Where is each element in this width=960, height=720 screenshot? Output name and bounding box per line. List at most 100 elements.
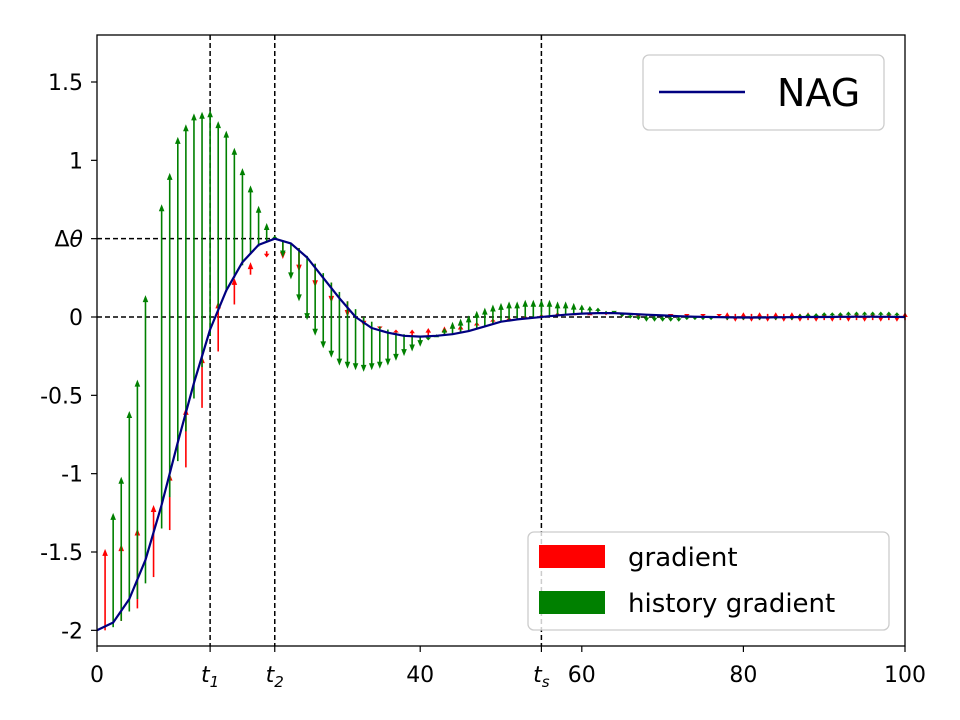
legend-box [527, 531, 890, 631]
history-gradient-arrow-head [118, 476, 125, 484]
x-tick-label: 100 [884, 663, 926, 688]
y-tick-label: 1 [69, 149, 83, 174]
x-tick-label: ts [533, 663, 550, 691]
gradient-arrow-head [150, 505, 157, 512]
history-gradient-arrow [328, 282, 335, 358]
legend-label: NAG [777, 71, 860, 115]
history-gradient-arrow-head [530, 299, 537, 307]
history-gradient-arrow [288, 243, 294, 280]
history-gradient-arrow-head [312, 328, 318, 336]
history-gradient-arrow-head [490, 304, 496, 312]
gradient-arrow-head [861, 317, 868, 322]
history-gradient-arrow [393, 332, 399, 361]
gradient-arrow-head [231, 277, 238, 285]
history-gradient-arrow [449, 321, 456, 335]
history-gradient-arrow-head [134, 379, 141, 387]
y-tick-label: -1 [61, 463, 83, 488]
history-gradient-arrow-head [643, 317, 650, 322]
history-gradient-arrow [304, 255, 310, 321]
history-gradient-arrow-head [465, 315, 472, 323]
history-gradient-arrow [514, 301, 520, 320]
gradient-arrow-head [724, 312, 731, 317]
plot-frame [96, 34, 906, 647]
history-gradient-arrow-head [166, 172, 173, 180]
y-tick-label: 1.5 [48, 71, 83, 96]
history-gradient-arrow [465, 315, 472, 332]
history-gradient-arrow-head [441, 327, 448, 333]
history-gradient-arrow [207, 110, 213, 336]
history-gradient-arrow [554, 301, 561, 316]
y-tick-label: -0.5 [40, 384, 83, 409]
x-tick-label: 40 [406, 663, 434, 688]
history-gradient-arrow-head [175, 136, 181, 144]
history-gradient-arrow [255, 205, 262, 247]
history-gradient-arrow-head [538, 299, 545, 307]
history-gradient-arrow-head [651, 317, 658, 322]
history-gradient-arrow-head [579, 304, 585, 310]
history-gradient-arrow [134, 379, 141, 599]
gradient-arrow [393, 329, 399, 333]
gradient-arrow-head [263, 253, 270, 258]
history-gradient-arrow-head [183, 124, 189, 132]
history-gradient-arrow [352, 309, 359, 371]
history-gradient-arrow [223, 130, 230, 292]
history-gradient-arrow-head [635, 316, 642, 321]
history-gradient-arrow-head [853, 311, 860, 315]
gradient-arrow-head [813, 317, 819, 322]
x-tick-label: 80 [729, 663, 757, 688]
history-gradient-arrow-head [223, 130, 230, 138]
history-gradient-arrow [409, 335, 415, 352]
history-gradient-arrow-head [320, 341, 327, 349]
history-gradient-arrow-head [215, 121, 221, 129]
series-layer [96, 237, 906, 632]
history-gradient-arrow-head [667, 318, 674, 322]
history-gradient-arrow-head [449, 321, 456, 329]
history-gradient-arrow-head [595, 307, 601, 311]
history-gradient-arrow [320, 273, 327, 349]
legend-label: history gradient [628, 589, 835, 619]
legend-patch-swatch [539, 591, 605, 614]
history-gradient-arrow-head [837, 312, 844, 316]
gradient-arrow-head [393, 329, 399, 333]
history-gradient-arrow-head [457, 318, 464, 326]
history-gradient-arrow-head [829, 312, 836, 316]
history-gradient-arrow-head [821, 312, 827, 316]
gradient-arrow [231, 277, 238, 305]
legend-box [642, 54, 885, 131]
history-gradient-arrow [522, 299, 529, 319]
gradient-arrow [150, 505, 157, 578]
history-gradient-arrow-head [498, 302, 504, 310]
history-gradient-arrow [498, 302, 504, 322]
history-gradient-arrow-head [482, 307, 488, 315]
history-gradient-arrow [166, 172, 173, 498]
history-gradient-arrow-head [692, 317, 698, 321]
gradient-arrow-head [740, 312, 747, 317]
history-gradient-arrow [110, 512, 116, 628]
x-tick-label: t2 [266, 663, 284, 691]
history-gradient-arrow [175, 136, 181, 462]
history-gradient-arrow [401, 334, 407, 357]
gradient-arrow-head [829, 317, 836, 322]
y-tick-label: -2 [61, 619, 83, 644]
history-gradient-arrow-head [861, 311, 868, 315]
history-gradient-arrow-head [506, 301, 512, 309]
history-gradient-arrow-head [659, 317, 666, 322]
gradient-arrow-head [772, 312, 779, 317]
history-gradient-arrow-head [207, 110, 213, 118]
history-gradient-arrow-head [142, 295, 149, 303]
nag-series-line [96, 237, 906, 632]
history-gradient-arrow [191, 113, 197, 399]
history-gradient-arrow-head [627, 315, 634, 319]
gradient-arrow [247, 262, 254, 275]
history-gradient-arrow [231, 147, 238, 278]
history-gradient-arrow [280, 240, 286, 258]
axes-layer: 0 t1 t2 40 ts 60 80 100 1.5 1 Δθ 0 -0.5 -1 -1.5 -2 [40, 34, 926, 691]
history-gradient-arrow [506, 301, 512, 321]
history-gradient-arrow [473, 310, 480, 328]
history-gradient-arrow-head [344, 361, 351, 369]
history-gradient-arrow-head [894, 312, 900, 316]
history-gradient-arrow-head [296, 294, 302, 302]
history-gradient-arrow-head [385, 358, 391, 366]
history-gradient-arrow-head [336, 358, 343, 366]
